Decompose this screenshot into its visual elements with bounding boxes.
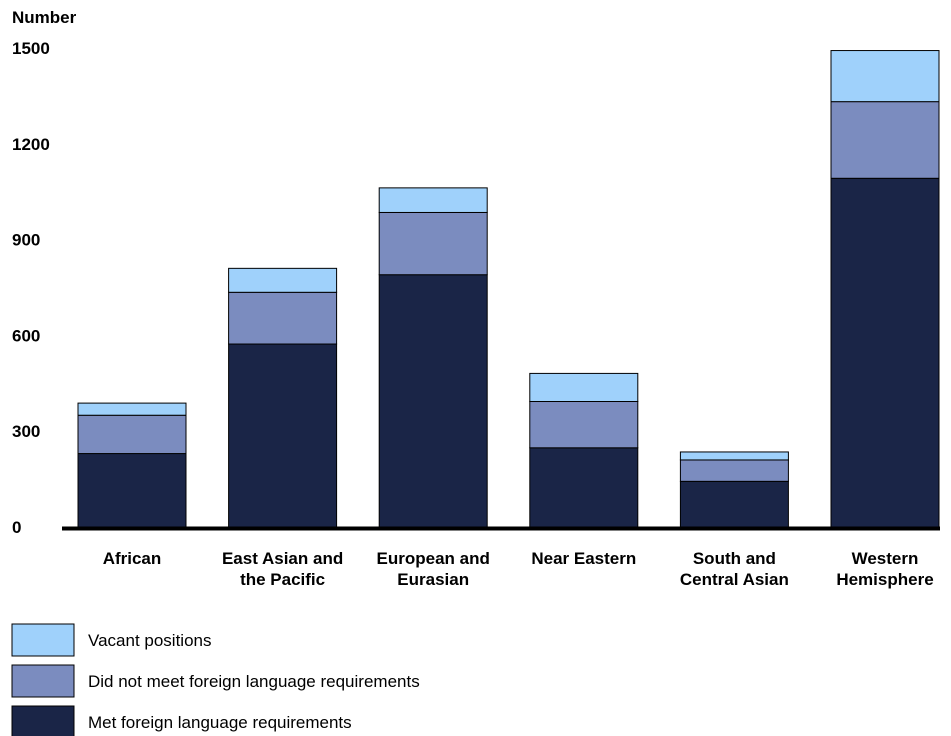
y-tick-label: 900 <box>12 231 40 250</box>
bar-segment <box>77 402 187 416</box>
x-category-label: African <box>103 549 162 568</box>
legend-label: Met foreign language requirements <box>88 713 352 732</box>
bar-segment <box>77 453 187 528</box>
y-axis-ticks: 0 300 600 900 1200 1500 <box>12 39 50 537</box>
bar-segment <box>228 343 338 528</box>
bar-segment <box>228 291 338 345</box>
legend-label: Vacant positions <box>88 631 211 650</box>
y-tick-label: 1500 <box>12 39 50 58</box>
legend-swatch <box>11 705 75 736</box>
bar-segment <box>77 414 187 455</box>
x-category-label: East Asian and the Pacific <box>222 549 343 589</box>
x-category-label: Near Eastern <box>531 549 636 568</box>
x-category-label: South and Central Asian <box>680 549 789 589</box>
bar-segment <box>228 267 338 293</box>
x-category-label: Western Hemisphere <box>836 549 933 589</box>
legend: Vacant positions Did not meet foreign lan… <box>11 623 420 736</box>
bar-segment <box>679 459 789 482</box>
y-tick-label: 0 <box>12 518 21 537</box>
y-tick-label: 600 <box>12 326 40 345</box>
bar-segment <box>529 447 639 528</box>
bar-segment <box>378 211 488 276</box>
bar-segment <box>679 480 789 528</box>
legend-swatch <box>11 664 75 698</box>
bar-segment <box>679 451 789 461</box>
bar-segment <box>529 401 639 449</box>
legend-swatch <box>11 623 75 657</box>
y-tick-label: 1200 <box>12 135 50 154</box>
x-axis-labels: African East Asian and the Pacific European… <box>103 549 934 589</box>
bar-segment <box>529 372 639 403</box>
y-tick-label: 300 <box>12 422 40 441</box>
bar-segment <box>378 274 488 528</box>
y-axis-title: Number <box>12 8 77 27</box>
bar-segment <box>830 50 940 103</box>
x-category-label: European and Eurasian <box>377 549 490 589</box>
bars-group <box>77 50 940 528</box>
bar-segment <box>378 187 488 213</box>
bar-segment <box>830 101 940 179</box>
bar-segment <box>830 177 940 528</box>
legend-label: Did not meet foreign language requiremen… <box>88 672 420 691</box>
